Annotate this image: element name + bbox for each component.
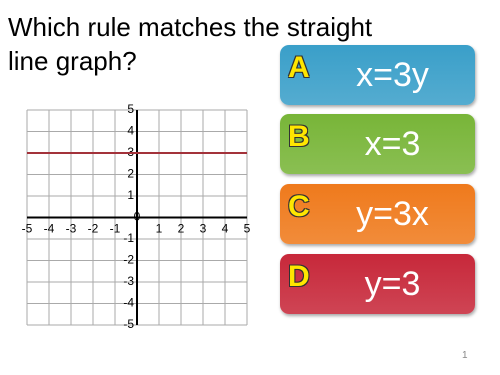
option-letter: A: [288, 51, 310, 84]
y-tick-label: 5: [127, 102, 134, 116]
y-tick-label: 2: [127, 167, 134, 181]
x-tick-label: 4: [222, 222, 229, 236]
x-tick-label: 1: [156, 222, 163, 236]
y-tick-label: -4: [123, 296, 134, 310]
x-tick-label: -4: [44, 222, 55, 236]
option-text: y=3x: [356, 195, 429, 233]
slide-number: 1: [462, 350, 468, 361]
x-tick-label: -2: [88, 222, 99, 236]
y-tick-label: -1: [123, 231, 134, 245]
option-letter: C: [288, 190, 310, 223]
option-text: x=3: [364, 125, 421, 163]
y-tick-label: 1: [127, 188, 134, 202]
option-letter: D: [288, 260, 310, 293]
x-tick-label: 5: [244, 222, 251, 236]
y-tick-label: -5: [123, 317, 134, 331]
x-tick-label: -3: [66, 222, 77, 236]
x-tick-label: -5: [22, 222, 33, 236]
option-letter: B: [288, 120, 310, 153]
x-tick-label: 2: [178, 222, 185, 236]
option-text: y=3: [364, 265, 421, 303]
question: Which rule matches the straight line gra…: [8, 12, 373, 76]
x-tick-label: 3: [200, 222, 207, 236]
x-tick-label: -1: [110, 222, 121, 236]
y-tick-label: -2: [123, 253, 134, 267]
y-tick-label: 4: [127, 124, 134, 138]
y-tick-label: -3: [123, 274, 134, 288]
option-text: x=3y: [356, 56, 429, 94]
